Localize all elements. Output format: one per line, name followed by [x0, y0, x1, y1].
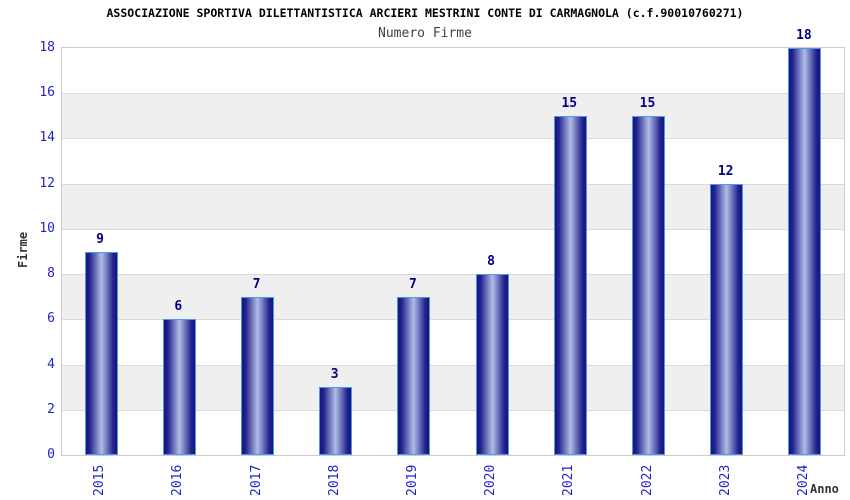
bar-value-label: 15	[561, 95, 578, 111]
y-tick-label: 14	[39, 130, 55, 146]
grid-band	[62, 93, 844, 139]
gridline	[62, 364, 844, 366]
bar	[84, 251, 118, 455]
x-axis-title: Anno	[810, 482, 839, 496]
bar-value-label: 9	[96, 231, 104, 247]
gridline	[62, 93, 844, 95]
y-tick-label: 10	[39, 220, 55, 236]
y-tick-label: 18	[39, 40, 55, 55]
gridline	[62, 274, 844, 276]
bar-value-label: 7	[408, 276, 417, 292]
y-tick-label: 2	[47, 401, 55, 417]
bar-value-label: 6	[174, 299, 183, 315]
x-tick-label: 2020	[483, 464, 499, 496]
bar-value-label: 18	[796, 28, 812, 43]
x-tick-label: 2018	[326, 464, 342, 496]
chart-title: ASSOCIAZIONE SPORTIVA DILETTANTISTICA AR…	[106, 6, 744, 20]
bar	[397, 296, 431, 455]
y-tick-label: 0	[47, 447, 55, 462]
bar	[319, 387, 353, 455]
bar	[788, 48, 822, 455]
bar	[475, 274, 509, 455]
gridline	[62, 228, 844, 230]
bar-value-label: 12	[717, 163, 734, 179]
bar	[553, 115, 587, 455]
bar	[162, 319, 196, 455]
x-tick-label: 2015	[92, 464, 108, 496]
y-tick-label: 12	[39, 175, 55, 191]
x-tick-label: 2021	[561, 464, 577, 496]
x-tick-label: 2017	[248, 464, 264, 496]
x-tick-label: 2023	[717, 464, 733, 496]
x-tick-label: 2016	[170, 464, 186, 496]
bar-value-label: 15	[639, 95, 656, 111]
gridline	[62, 409, 844, 411]
grid-band	[62, 138, 844, 184]
y-tick-label: 6	[47, 311, 55, 327]
y-tick-label: 8	[47, 266, 55, 282]
gridline	[62, 138, 844, 140]
x-tick-label: 2019	[404, 464, 420, 496]
plot-area	[61, 47, 845, 456]
grid-band	[62, 48, 844, 94]
gridline	[62, 183, 844, 185]
y-tick-label: 16	[39, 85, 55, 101]
bar-value-label: 7	[252, 276, 261, 292]
x-tick-label: 2024	[795, 464, 811, 496]
x-tick-label: 2022	[639, 464, 655, 496]
y-tick-label: 4	[47, 356, 55, 372]
bar-value-label: 3	[330, 367, 339, 383]
bar	[241, 296, 274, 455]
gridline	[62, 319, 844, 321]
bar	[632, 115, 665, 455]
bar	[710, 183, 744, 455]
chart-subtitle: Numero Firme	[378, 26, 472, 41]
bar-value-label: 8	[487, 254, 495, 270]
